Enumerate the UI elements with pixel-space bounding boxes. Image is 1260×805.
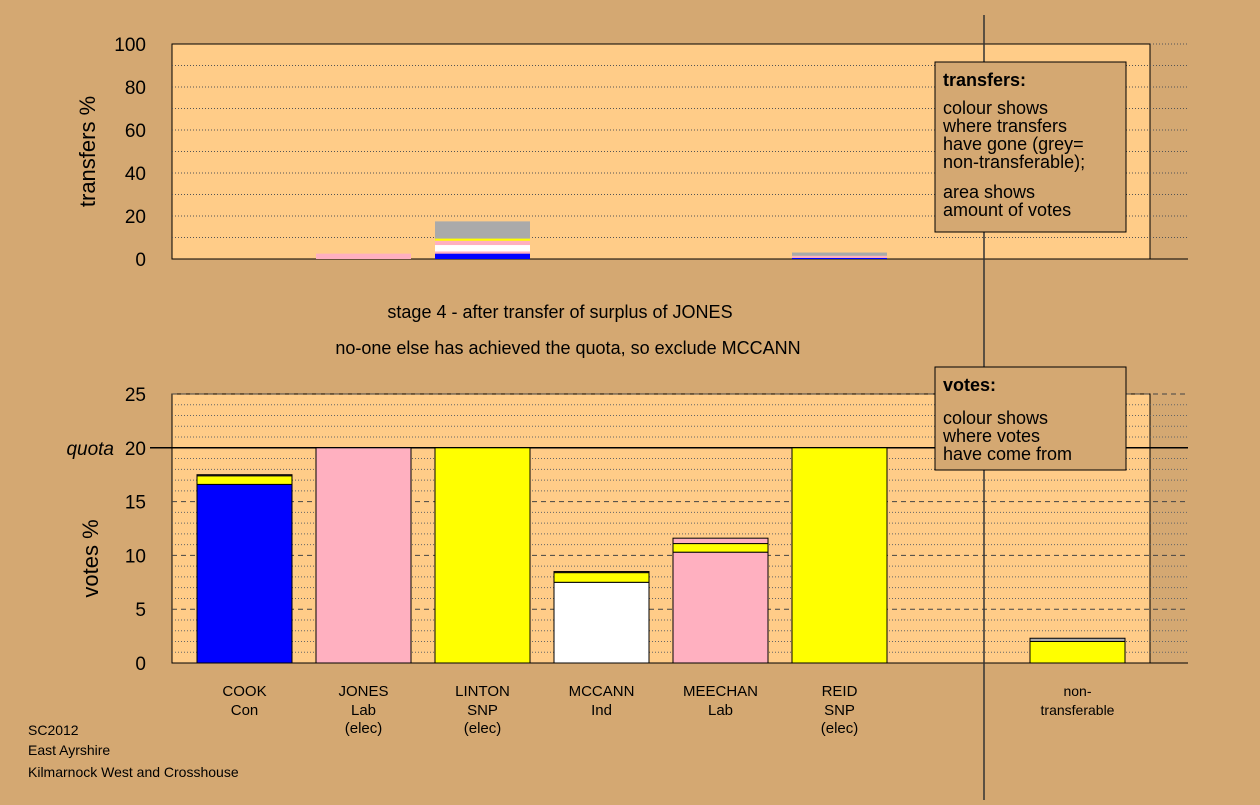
legend-title: transfers: [943, 70, 1026, 90]
legend-line: where transfers [942, 116, 1067, 136]
legend-box [934, 366, 1127, 471]
transfers-y-tick-label: 20 [125, 207, 146, 228]
footer-line-election: SC2012 [28, 722, 79, 738]
legend-line: area shows [943, 182, 1035, 202]
votes-bar-mccann-segment [553, 571, 650, 574]
transfers-bar-linton-segment [435, 238, 530, 241]
footer-line-ward: Kilmarnock West and Crosshouse [28, 764, 239, 780]
transfers-bar-linton-segment [435, 253, 530, 259]
transfers-y-tick-label: 40 [125, 164, 146, 185]
quota-label: quota [66, 439, 114, 460]
legend-line: where votes [942, 426, 1040, 446]
votes-bar-meechan-segment [672, 551, 769, 664]
transfers-bar-reid-segment [792, 257, 887, 259]
votes-y-tick-label: 25 [125, 385, 146, 406]
legend-line: non-transferable); [943, 152, 1085, 172]
votes-bar-jones-segment [315, 447, 412, 664]
candidate-name-label: JONES [338, 683, 388, 700]
transfers-y-tick-label: 60 [125, 121, 146, 142]
votes-bar-mccann-segment [553, 572, 650, 583]
legend-line: amount of votes [943, 200, 1071, 220]
votes-y-axis-label: votes % [78, 519, 103, 597]
transfers-bar-linton-segment [435, 221, 530, 239]
candidate-name-label: non- [1063, 683, 1091, 699]
candidate-status-label: (elec) [821, 720, 859, 737]
transfers-bar-reid-segment [792, 252, 887, 256]
candidate-name-label: REID [822, 683, 858, 700]
votes-bar-cook-segment [196, 483, 293, 664]
transfers-y-tick-label: 80 [125, 78, 146, 99]
votes-bar-reid-segment [791, 447, 888, 664]
votes-bar-cook-segment [196, 475, 293, 485]
votes-bar-cook-segment [196, 474, 293, 477]
transfers-bar-reid-segment [792, 255, 887, 258]
votes-bar-meechan-segment [672, 537, 769, 545]
legend-line: colour shows [943, 408, 1048, 428]
candidate-party-label: SNP [824, 702, 855, 719]
transfers-y-tick-label: 100 [114, 35, 146, 56]
candidate-name-label: MCCANN [569, 683, 635, 700]
legend-line: colour shows [943, 98, 1048, 118]
votes-bar-meechan-segment [672, 543, 769, 553]
stage-subtitle: no-one else has achieved the quota, so e… [335, 338, 800, 358]
candidate-party-label: Lab [351, 702, 376, 719]
transfers-bar-linton-segment [435, 245, 530, 252]
votes-y-tick-label: 15 [125, 493, 146, 514]
candidate-party-label: Ind [591, 702, 612, 719]
votes-y-tick-label: 20 [125, 439, 146, 460]
legend-title: votes: [943, 375, 996, 395]
votes-y-tick-label: 10 [125, 546, 146, 567]
candidate-status-label: (elec) [464, 720, 502, 737]
votes-bar-linton-segment [434, 447, 531, 664]
transfers-bar-linton-segment [435, 240, 530, 246]
votes-bar-non-segment [1029, 640, 1126, 664]
votes-bar-mccann-segment [553, 581, 650, 664]
transfers-bar-linton-segment [435, 251, 530, 254]
footer-line-council: East Ayrshire [28, 742, 110, 758]
candidate-name-label: COOK [222, 683, 266, 700]
stage-title: stage 4 - after transfer of surplus of J… [387, 302, 732, 322]
votes-y-tick-label: 0 [135, 654, 146, 675]
candidate-party-label: SNP [467, 702, 498, 719]
candidate-party-label: transferable [1041, 702, 1115, 718]
candidate-name-label: LINTON [455, 683, 510, 700]
votes-y-tick-label: 5 [135, 600, 146, 621]
legend-line: have gone (grey= [943, 134, 1084, 154]
transfers-y-tick-label: 0 [135, 250, 146, 271]
candidate-party-label: Con [231, 702, 259, 719]
legend-line: have come from [943, 444, 1072, 464]
transfers-bar-jones-segment [316, 253, 411, 259]
candidate-status-label: (elec) [345, 720, 383, 737]
candidate-name-label: MEECHAN [683, 683, 758, 700]
candidate-party-label: Lab [708, 702, 733, 719]
transfers-y-axis-label: transfers % [75, 96, 100, 207]
votes-bar-non-segment [1029, 637, 1126, 642]
legend-box [934, 61, 1127, 233]
